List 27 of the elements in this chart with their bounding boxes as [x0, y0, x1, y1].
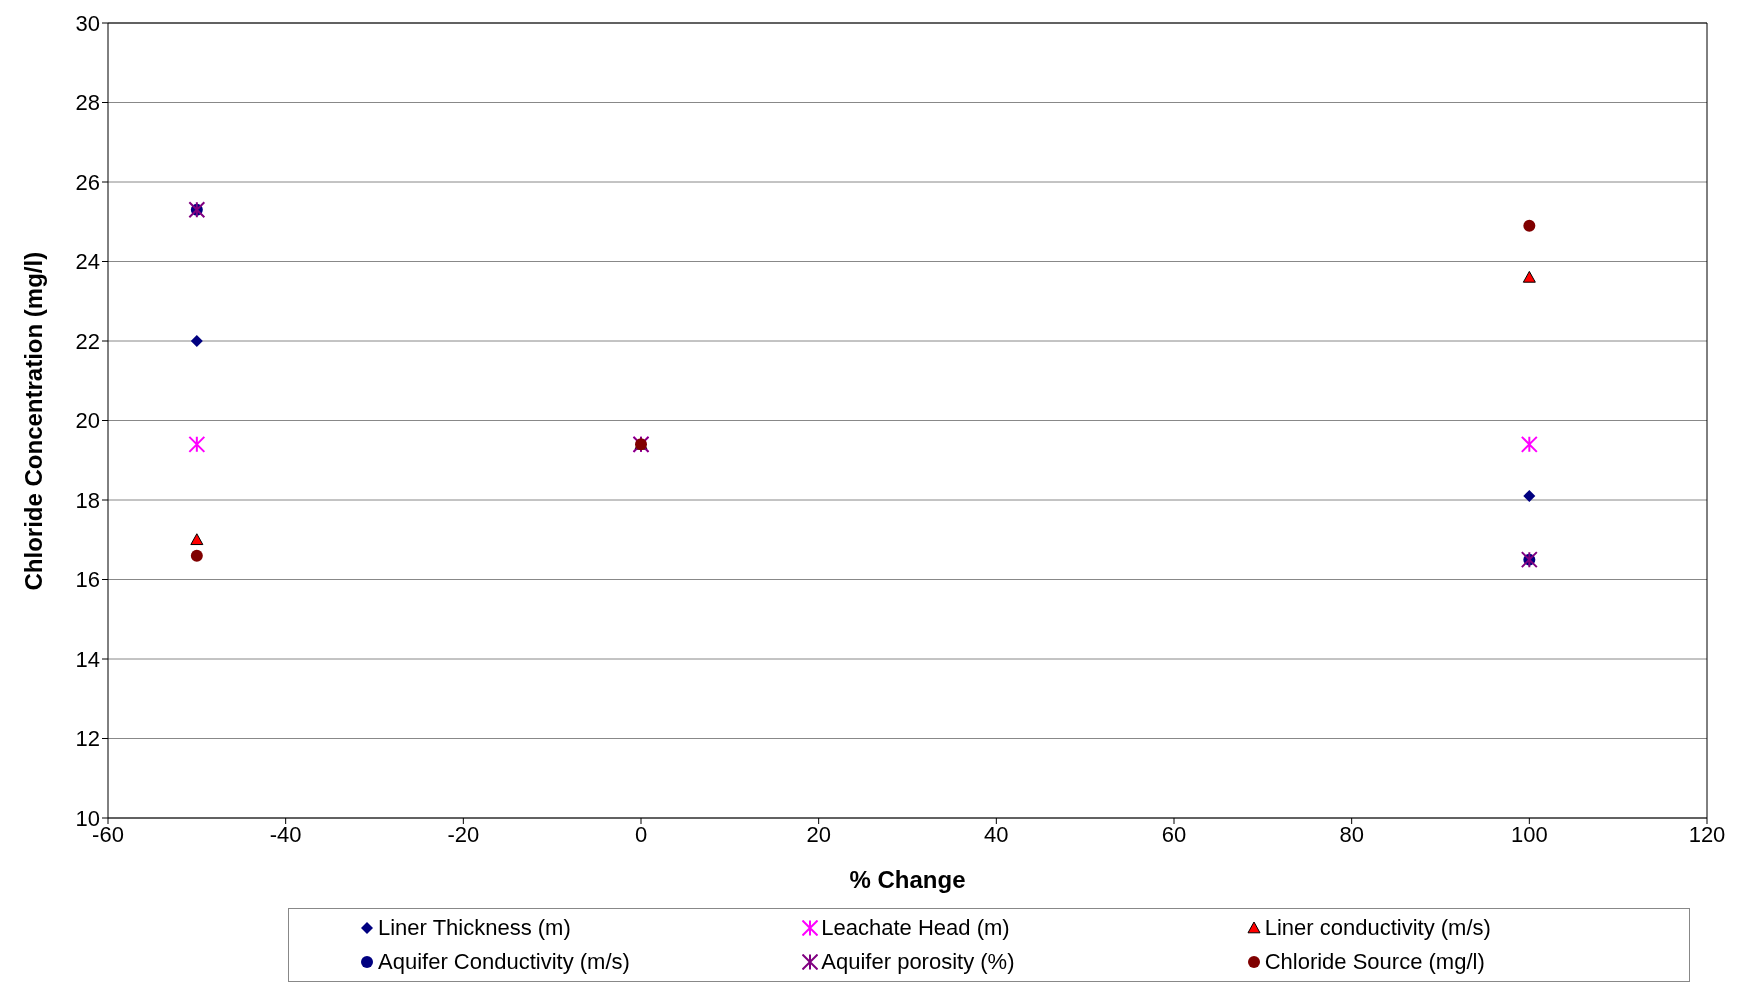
- legend-label: Liner conductivity (m/s): [1264, 915, 1491, 941]
- x-tick-label: 40: [984, 821, 1009, 847]
- y-axis-title: Chloride Concentration (mg/l): [19, 251, 47, 591]
- y-tick-label: 30: [75, 10, 100, 36]
- legend-label: Chloride Source (mg/l): [1264, 949, 1485, 975]
- y-tick-label: 22: [75, 328, 100, 354]
- y-tick-label: 14: [75, 646, 100, 672]
- legend-label: Aquifer Conductivity (m/s): [378, 949, 630, 975]
- y-tick-label: 28: [75, 90, 100, 116]
- y-tick-label: 26: [75, 169, 100, 195]
- y-tick-label: 24: [75, 249, 100, 275]
- x-axis-title: % Change: [849, 866, 966, 893]
- y-tick-label: 16: [75, 567, 100, 593]
- x-tick-label: 120: [1688, 821, 1726, 847]
- x-tick-label: 60: [1161, 821, 1187, 847]
- y-tick-label: 18: [75, 487, 100, 513]
- legend-label: Aquifer porosity (%): [821, 949, 1015, 975]
- legend-label: Leachate Head (m): [821, 915, 1010, 941]
- y-tick-label: 12: [75, 726, 100, 752]
- x-tick-label: -40: [269, 821, 302, 847]
- x-tick-label: -20: [447, 821, 480, 847]
- x-tick-label: 0: [634, 821, 648, 847]
- x-tick-label: 80: [1339, 821, 1364, 847]
- x-tick-label: 20: [806, 821, 831, 847]
- y-tick-label: 20: [75, 408, 100, 434]
- legend-label: Liner Thickness (m): [378, 915, 571, 941]
- x-tick-label: 100: [1510, 821, 1548, 847]
